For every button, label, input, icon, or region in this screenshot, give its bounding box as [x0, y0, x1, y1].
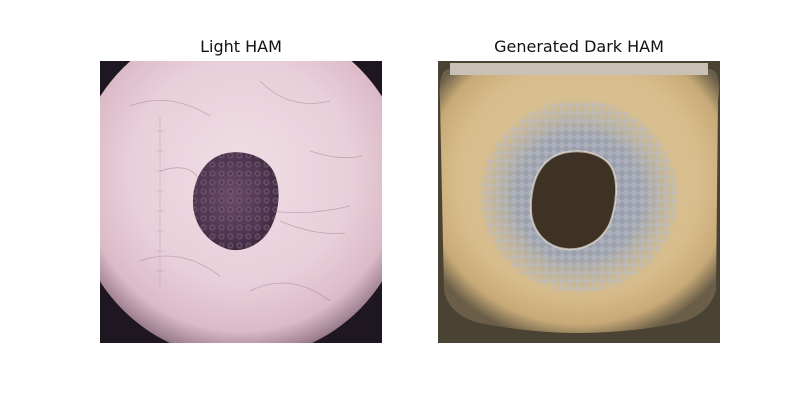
- generated-dark-ham-title: Generated Dark HAM: [494, 37, 664, 56]
- generated-dark-ham-image: [438, 61, 720, 343]
- light-ham-panel: Light HAM: [100, 0, 382, 400]
- light-ham-title: Light HAM: [200, 37, 282, 56]
- light-ham-image: [100, 61, 382, 343]
- generated-dark-ham-panel: Generated Dark HAM: [438, 0, 720, 400]
